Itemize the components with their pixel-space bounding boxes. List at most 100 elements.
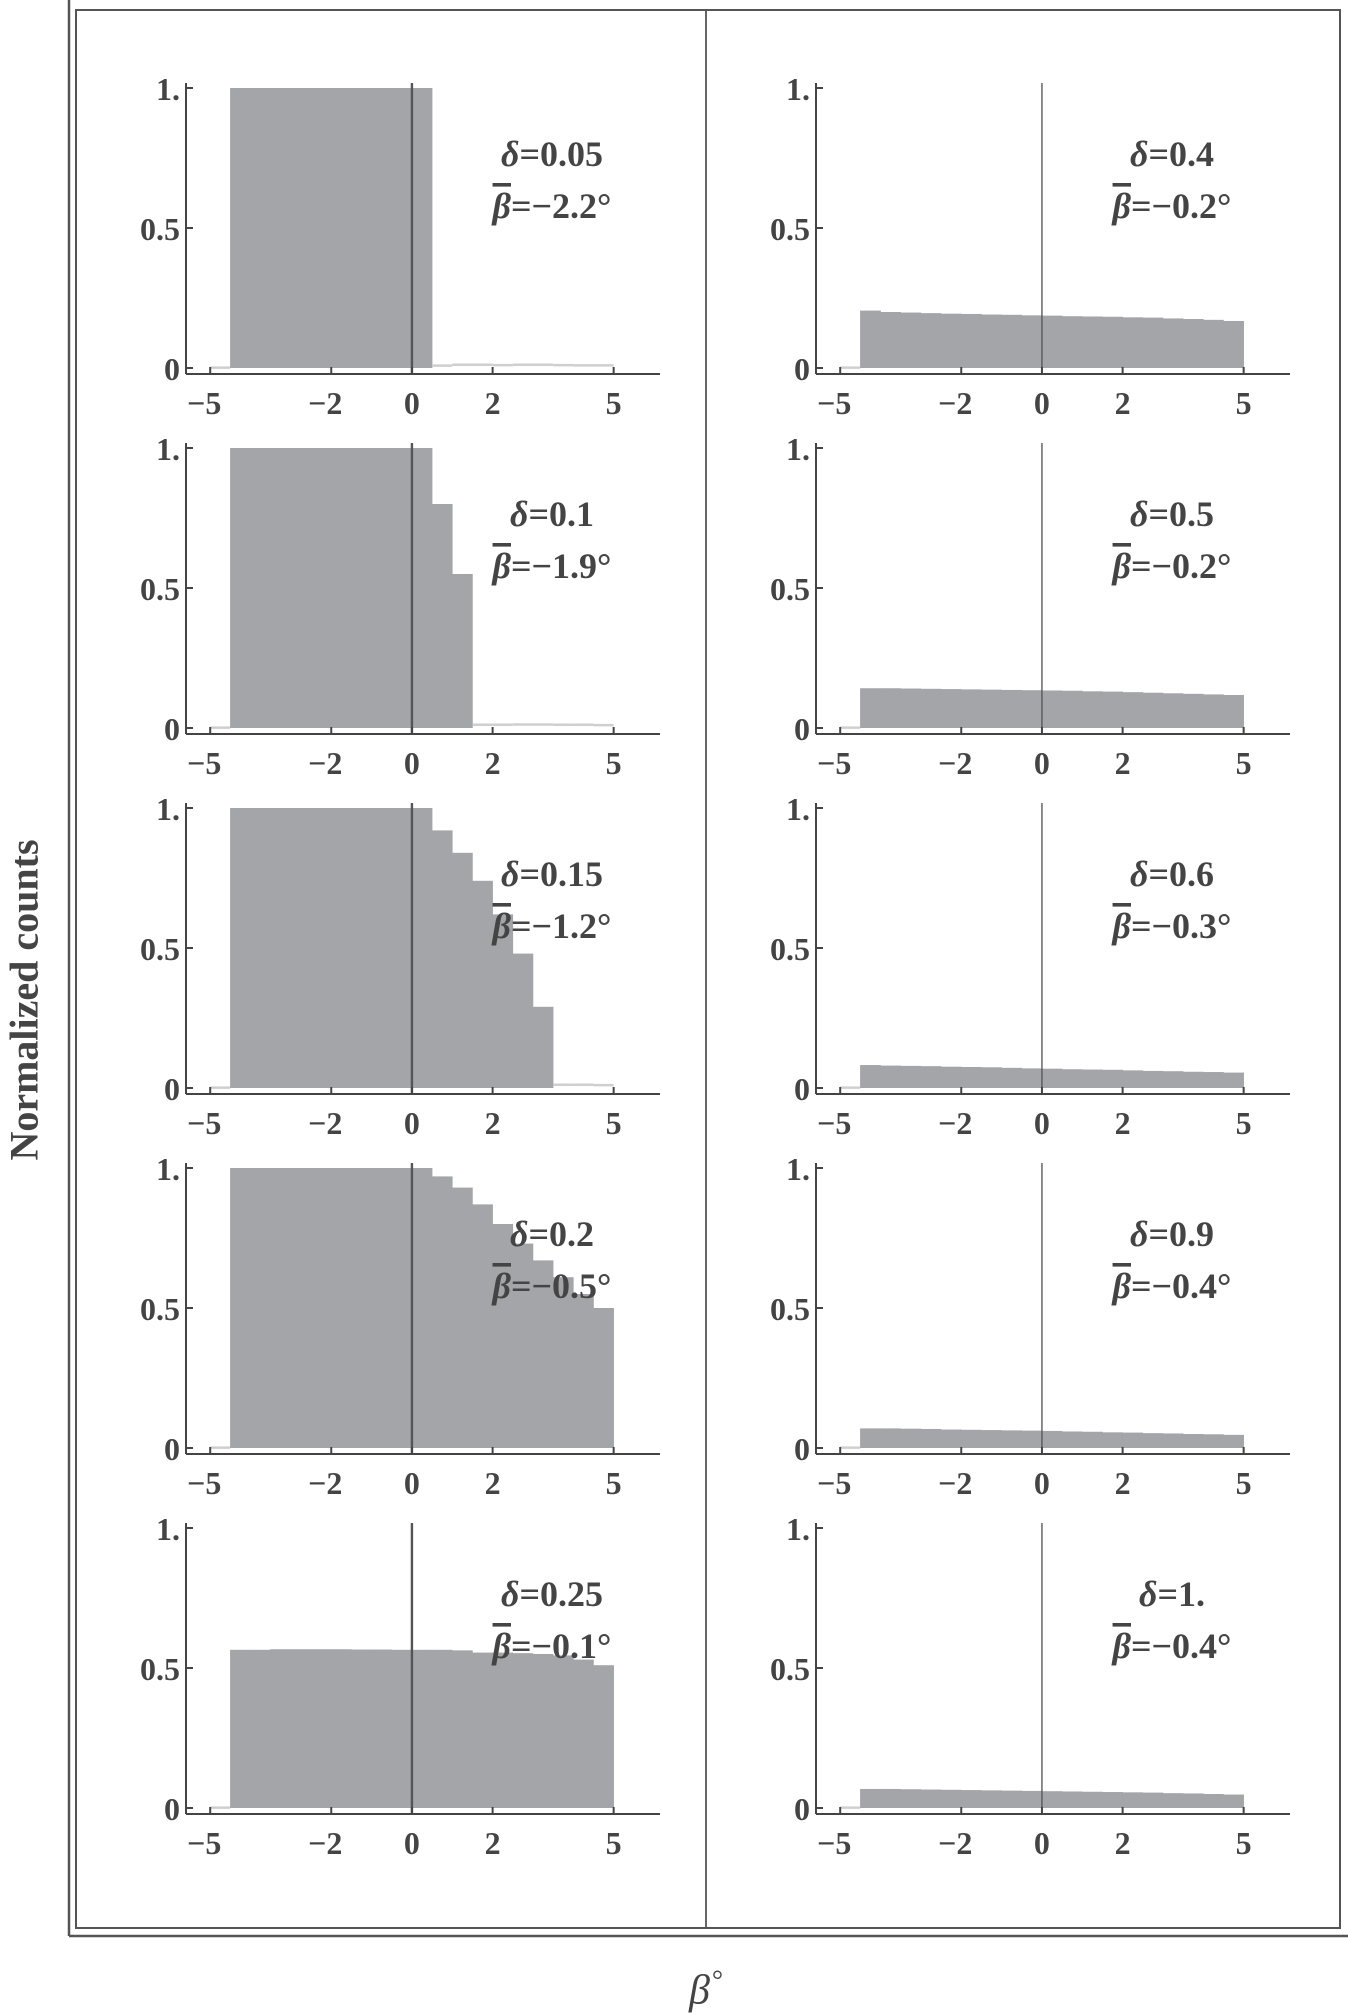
mean-beta-annotation: β=−1.2° — [491, 906, 612, 946]
histogram-bar — [1223, 1434, 1244, 1448]
histogram-bar — [250, 808, 272, 1088]
histogram-bar — [1021, 690, 1043, 728]
histogram-bar — [270, 1649, 292, 1808]
histogram-bar — [310, 1649, 332, 1808]
y-tick-label: 1. — [156, 431, 180, 467]
histogram-bars — [840, 1428, 1244, 1449]
histogram-panel-right-4: 0 0.5 1. −5 −2 0 2 5 δ=0.9 β=−0.4° — [770, 1151, 1290, 1501]
y-tick-label: 1. — [786, 791, 810, 827]
histogram-bar — [492, 914, 514, 1088]
histogram-bar — [920, 313, 942, 368]
y-tick-label: 1. — [786, 71, 810, 107]
histogram-bars — [210, 448, 614, 729]
histogram-bar — [960, 689, 982, 728]
x-tick-label: −2 — [308, 745, 342, 781]
mean-beta-annotation: β=−2.2° — [491, 186, 612, 226]
y-tick-label: 0 — [794, 1431, 810, 1467]
histogram-bar — [860, 1428, 881, 1448]
delta-annotation: δ=1. — [1139, 1574, 1205, 1614]
histogram-bar — [1203, 319, 1224, 368]
x-tick-label: −5 — [187, 1465, 221, 1501]
histogram-bar — [1061, 316, 1083, 368]
histogram-bar — [920, 1789, 942, 1808]
x-tick-label: 0 — [1034, 1105, 1050, 1141]
histogram-bar — [1203, 1794, 1224, 1808]
histogram-panel-right-1: 0 0.5 1. −5 −2 0 2 5 δ=0.4 β=−0.2° — [770, 71, 1290, 421]
y-axis-label-text: Normalized counts — [1, 839, 47, 1161]
histogram-bar — [1081, 1431, 1103, 1448]
x-tick-label: −5 — [817, 1465, 851, 1501]
histogram-panel-left-4: 0 0.5 1. −5 −2 0 2 5 δ=0.2 β=−0.5° — [140, 1151, 660, 1501]
histogram-bar — [960, 1790, 982, 1808]
histogram-bar — [310, 1168, 332, 1448]
histogram-bars — [840, 310, 1244, 369]
histogram-bar — [920, 688, 942, 728]
histogram-bar — [230, 1168, 251, 1448]
histogram-bar — [1122, 317, 1144, 368]
histogram-bar — [411, 88, 433, 368]
histogram-bar — [371, 1649, 393, 1808]
histogram-bar — [1061, 1791, 1083, 1808]
histogram-bar — [411, 808, 433, 1088]
delta-annotation: δ=0.25 — [501, 1574, 603, 1614]
histogram-bar — [1001, 1430, 1023, 1448]
histogram-bar — [1203, 1072, 1224, 1088]
histogram-bar — [981, 1790, 1002, 1808]
delta-annotation: δ=0.05 — [501, 134, 603, 174]
histogram-bar — [1223, 1072, 1244, 1088]
histogram-bar — [1041, 690, 1063, 728]
histogram-bar — [472, 1652, 493, 1808]
mean-beta-annotation: β=−0.5° — [491, 1266, 612, 1306]
histogram-bar — [250, 1168, 272, 1448]
x-tick-label: −5 — [817, 1825, 851, 1861]
histogram-bar — [1081, 691, 1103, 728]
histogram-bar — [940, 1066, 962, 1088]
histogram-bar — [1021, 315, 1043, 368]
x-tick-label: 5 — [1236, 1825, 1252, 1861]
histogram-bar — [593, 1308, 614, 1448]
x-tick-label: 2 — [1115, 385, 1131, 421]
histogram-bar — [1162, 1793, 1184, 1808]
histogram-bar — [573, 1659, 594, 1808]
histogram-bar — [552, 1277, 574, 1448]
histogram-bar — [391, 1649, 413, 1808]
histogram-bar — [1203, 694, 1224, 728]
mean-beta-annotation: β=−0.2° — [1111, 186, 1232, 226]
x-tick-label: −2 — [308, 385, 342, 421]
histogram-bar — [1182, 319, 1204, 368]
histogram-bars — [210, 1649, 614, 1809]
histogram-bar — [351, 1649, 372, 1808]
x-tick-label: −5 — [817, 1105, 851, 1141]
x-tick-label: 5 — [606, 1825, 622, 1861]
histogram-bar — [1041, 1791, 1063, 1808]
delta-annotation: δ=0.9 — [1130, 1214, 1214, 1254]
y-tick-label: 0 — [164, 351, 180, 387]
histogram-bar — [1021, 1790, 1043, 1808]
histogram-bar — [1122, 1432, 1144, 1448]
histogram-panel-left-3: 0 0.5 1. −5 −2 0 2 5 δ=0.15 β=−1.2° — [140, 791, 660, 1141]
y-tick-label: 0.5 — [140, 1291, 180, 1327]
histogram-bar — [451, 1650, 473, 1808]
x-tick-label: 0 — [404, 385, 420, 421]
histogram-bar — [431, 830, 453, 1088]
mean-beta-annotation: β=−0.4° — [1111, 1626, 1232, 1666]
x-tick-label: 5 — [1236, 1465, 1252, 1501]
histogram-bar — [1102, 1792, 1123, 1808]
x-tick-label: −2 — [938, 1105, 972, 1141]
x-axis-label: β° — [689, 1966, 723, 2015]
histogram-bar — [290, 808, 312, 1088]
x-tick-label: 2 — [485, 1825, 501, 1861]
histogram-bar — [290, 1649, 312, 1808]
x-tick-label: 0 — [404, 745, 420, 781]
histogram-bars — [210, 808, 614, 1089]
histogram-bar — [900, 1065, 922, 1088]
histogram-bar — [1122, 1792, 1144, 1808]
histogram-panel-left-5: 0 0.5 1. −5 −2 0 2 5 δ=0.25 β=−0.1° — [140, 1511, 660, 1861]
y-tick-label: 1. — [156, 1511, 180, 1547]
y-tick-label: 1. — [156, 71, 180, 107]
y-tick-label: 0.5 — [770, 571, 810, 607]
histogram-bar — [290, 448, 312, 728]
histogram-bar — [1041, 1068, 1063, 1088]
